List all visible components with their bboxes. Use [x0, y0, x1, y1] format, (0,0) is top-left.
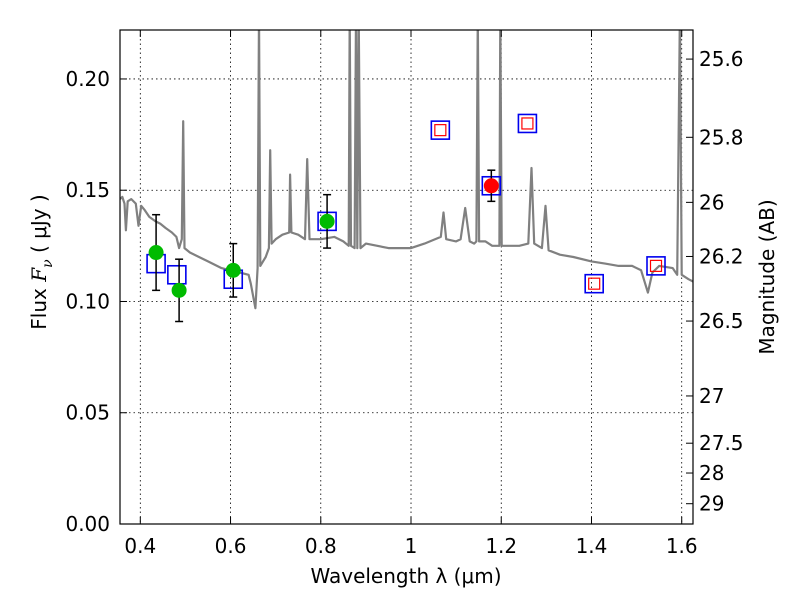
plot-frame — [119, 29, 694, 525]
observed-point — [483, 178, 499, 194]
observed-point — [171, 282, 187, 298]
plot-area — [120, 30, 693, 323]
model-band-square — [646, 256, 666, 276]
y2-tick-label: 27.5 — [699, 431, 744, 455]
y2-tick-label: 26.5 — [699, 309, 744, 333]
upper-limit-square — [649, 259, 663, 272]
y-axis-label-subscript: ν — [40, 259, 56, 268]
upper-limit-square — [521, 117, 534, 130]
x-axis-label: Wavelength λ (μm) — [310, 564, 501, 588]
model-band-square — [167, 264, 187, 285]
model-band-square — [430, 120, 451, 140]
y2-tick-label: 26 — [699, 190, 724, 214]
x-tick-label: 1.2 — [485, 534, 517, 558]
x-tick-label: 0.6 — [215, 534, 247, 558]
y-axis-label-symbol: F — [27, 267, 51, 283]
model-band-square — [517, 113, 538, 134]
observed-point — [148, 245, 164, 261]
y-axis-label-prefix: Flux — [27, 282, 51, 330]
y2-tick-label: 26.2 — [699, 244, 744, 268]
ticks: 0.4 0.6 0.8 1 1.2 1.4 1.6 0.00 0.05 0.10 0.15 0.20 2… — [65, 30, 744, 558]
y2-axis-label: Magnitude (AB) — [755, 199, 779, 354]
x-tick-label: 0.4 — [124, 534, 156, 558]
model-band-square — [584, 273, 604, 294]
observed-point — [225, 262, 241, 278]
y-axis-label: Flux Fν ( μJy ) — [27, 194, 56, 329]
y2-tick-label: 27 — [699, 384, 724, 408]
x-tick-label: 1.4 — [576, 534, 608, 558]
y-tick-label: 0.10 — [65, 289, 110, 313]
y-tick-label: 0.00 — [65, 512, 110, 536]
x-tick-label: 1 — [405, 534, 418, 558]
y2-tick-label: 25.6 — [699, 47, 744, 71]
grid — [120, 30, 693, 525]
y2-tick-label: 25.8 — [699, 125, 744, 149]
x-tick-label: 1.6 — [666, 534, 698, 558]
observed-point — [319, 213, 335, 229]
x-tick-label: 0.8 — [305, 534, 337, 558]
model-spectrum-line — [120, 30, 693, 310]
upper-limit-square — [434, 124, 447, 137]
y-tick-label: 0.20 — [65, 67, 110, 91]
y2-tick-label: 29 — [699, 492, 724, 516]
y-tick-label: 0.15 — [65, 178, 110, 202]
y-axis-label-unit: ( μJy ) — [27, 194, 51, 259]
y2-tick-label: 28 — [699, 461, 724, 485]
y-tick-label: 0.05 — [65, 401, 110, 425]
upper-limit-square — [588, 277, 601, 290]
